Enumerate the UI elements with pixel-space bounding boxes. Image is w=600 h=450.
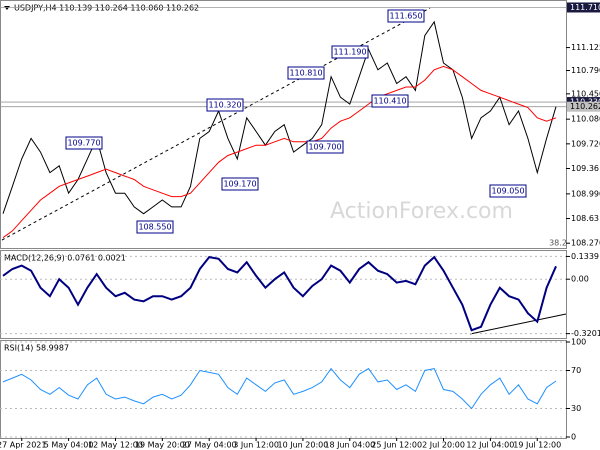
chart-title: USDJPY,H4 110.139 110.264 110.060 110.26…	[14, 4, 199, 13]
annotation-box	[287, 66, 325, 80]
annotation: 109.050	[491, 187, 524, 196]
annotation: 109.700	[308, 143, 341, 152]
annotation: 110.810	[289, 69, 322, 78]
y-tick-label: 109.36	[571, 164, 599, 173]
price-label: 110.262	[570, 102, 600, 111]
macd-title: MACD(12,26,9) 0.0761 0.0021	[4, 254, 126, 263]
y-tick-label: -0.3201	[571, 329, 600, 338]
y-tick-label: 30	[571, 404, 581, 413]
y-tick-label: 110.450	[571, 89, 600, 98]
x-tick-label: 19 May 20:00	[135, 441, 190, 450]
main-panel	[0, 0, 567, 249]
y-tick-label: 111.125	[571, 43, 600, 52]
macd-trend-line	[469, 313, 567, 335]
annotation: 110.410	[373, 97, 406, 106]
macd-panel	[0, 250, 567, 339]
annotation-box	[206, 98, 244, 112]
y-tick-label: 70	[571, 366, 581, 375]
annotation-box	[65, 136, 103, 150]
annotation-box	[221, 177, 259, 191]
y-tick-label: 0.00	[571, 275, 589, 284]
y-tick-label: 110.080	[571, 115, 600, 124]
x-tick-label: 12 Jul 04:00	[466, 441, 514, 450]
y-tick-label: 0	[571, 433, 576, 442]
y-tick-label: 108.63	[571, 214, 599, 223]
annotation-box	[489, 184, 527, 198]
annotation-box	[387, 9, 425, 23]
y-tick-label: 100	[571, 338, 586, 347]
x-tick-label: 19 Jul 12:00	[513, 441, 561, 450]
price-box	[567, 101, 600, 112]
annotation: 109.170	[223, 180, 256, 189]
rsi-title: RSI(14) 58.9987	[4, 344, 69, 353]
annotation: 38.2	[549, 239, 567, 248]
watermark: ActionForex.com	[330, 199, 513, 224]
series-line	[2, 20, 557, 215]
y-tick-label: 108.990	[571, 189, 600, 198]
x-tick-label: 27 Apr 2021	[0, 441, 46, 450]
annotation: 109.770	[67, 139, 100, 148]
series-line	[2, 255, 557, 332]
x-tick-label: 27 May 04:00	[182, 441, 237, 450]
y-tick-label: 0.1339	[571, 252, 599, 261]
x-tick-label: 5 May 04:00	[44, 441, 94, 450]
y-tick-label: 109.720	[571, 139, 600, 148]
annotation: 111.650	[389, 12, 422, 21]
x-tick-label: 2 Jul 20:00	[422, 441, 465, 450]
annotation: 111.190	[333, 48, 366, 57]
x-tick-label: 12 May 12:00	[88, 441, 143, 450]
x-tick-label: 25 Jun 12:00	[371, 441, 422, 450]
menu-arrow[interactable]	[4, 6, 10, 10]
price-box	[567, 2, 600, 13]
x-tick-label: 3 Jun 12:00	[233, 441, 279, 450]
annotation: 108.550	[138, 223, 171, 232]
x-tick-label: 18 Jun 04:00	[324, 441, 375, 450]
y-tick-label: 108.270	[571, 239, 600, 248]
annotation-box	[306, 140, 344, 154]
annotation-box	[371, 94, 409, 108]
series-line	[2, 367, 557, 410]
series-line	[2, 65, 557, 239]
annotation-box	[136, 220, 174, 234]
price-label: 111.710	[570, 3, 600, 12]
rsi-panel	[0, 340, 567, 439]
annotation-box	[331, 45, 369, 59]
annotation: 110.320	[208, 101, 241, 110]
x-tick-label: 10 Jun 20:00	[278, 441, 329, 450]
y-tick-label: 110.790	[571, 66, 600, 75]
